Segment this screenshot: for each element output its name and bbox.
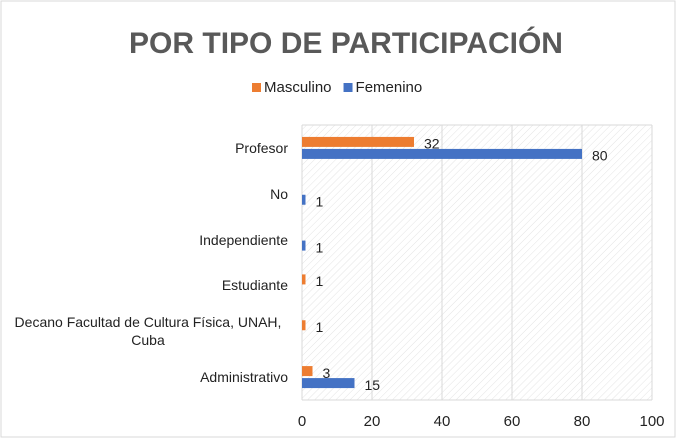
bar [302,366,313,377]
bar [302,320,306,331]
data-label: 1 [316,239,324,255]
y-tick-label: Independiente [0,231,288,249]
data-label: 15 [365,377,381,393]
bar [302,274,306,285]
y-tick-label: Estudiante [0,276,288,294]
plot-background [302,125,652,400]
bar [302,148,582,159]
bar [302,378,355,389]
data-label: 3 [323,365,331,381]
x-tick-label: 60 [504,413,521,430]
y-tick-label: Profesor [0,139,288,157]
y-tick-label: Administrativo [0,368,288,386]
legend-label: Masculino [264,79,332,96]
data-label: 1 [316,319,324,335]
bar [302,136,414,147]
legend-swatch [252,83,261,92]
data-label: 32 [424,136,440,152]
x-tick-label: 100 [639,413,664,430]
legend-swatch [343,83,353,92]
y-tick-text: No [270,185,288,202]
y-tick-label: Decano Facultad de Cultura Física, UNAH,… [0,313,288,349]
data-label: 1 [316,193,324,209]
x-tick-label: 40 [434,413,451,430]
bar [302,240,306,251]
x-tick-label: 80 [574,413,591,430]
y-tick-text: Estudiante [221,277,288,294]
y-tick-text: Profesor [235,139,288,156]
legend-label: Femenino [356,79,423,96]
x-tick-label: 20 [364,413,381,430]
data-label: 1 [316,273,324,289]
y-tick-text: Independiente [199,231,288,248]
y-tick-text: Decano Facultad de Cultura Física, UNAH,… [14,314,282,349]
y-tick-text: Administrativo [200,369,288,386]
chart-title: POR TIPO DE PARTICIPACIÓN [129,26,563,60]
x-tick-label: 0 [298,413,306,430]
bar [302,194,306,205]
data-label: 80 [592,148,608,164]
y-tick-label: No [0,185,288,203]
